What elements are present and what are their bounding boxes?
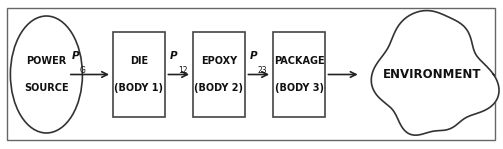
Text: SOURCE: SOURCE bbox=[24, 83, 69, 93]
Text: G: G bbox=[79, 66, 86, 75]
Text: 12: 12 bbox=[178, 66, 188, 75]
Text: PACKAGE: PACKAGE bbox=[274, 56, 324, 66]
Polygon shape bbox=[371, 11, 499, 135]
Text: (BODY 1): (BODY 1) bbox=[115, 83, 163, 93]
Bar bbox=[193, 32, 245, 117]
Text: DIE: DIE bbox=[130, 56, 148, 66]
Text: (BODY 2): (BODY 2) bbox=[195, 83, 243, 93]
Text: P: P bbox=[71, 51, 79, 61]
Ellipse shape bbox=[11, 16, 82, 133]
Text: P: P bbox=[249, 51, 257, 61]
Text: (BODY 3): (BODY 3) bbox=[275, 83, 323, 93]
Bar bbox=[113, 32, 165, 117]
Text: ENVIRONMENT: ENVIRONMENT bbox=[383, 68, 482, 81]
Text: POWER: POWER bbox=[26, 56, 66, 66]
Text: EPOXY: EPOXY bbox=[201, 56, 237, 66]
Bar bbox=[273, 32, 325, 117]
Text: 23: 23 bbox=[258, 66, 267, 75]
Text: P: P bbox=[170, 51, 178, 61]
